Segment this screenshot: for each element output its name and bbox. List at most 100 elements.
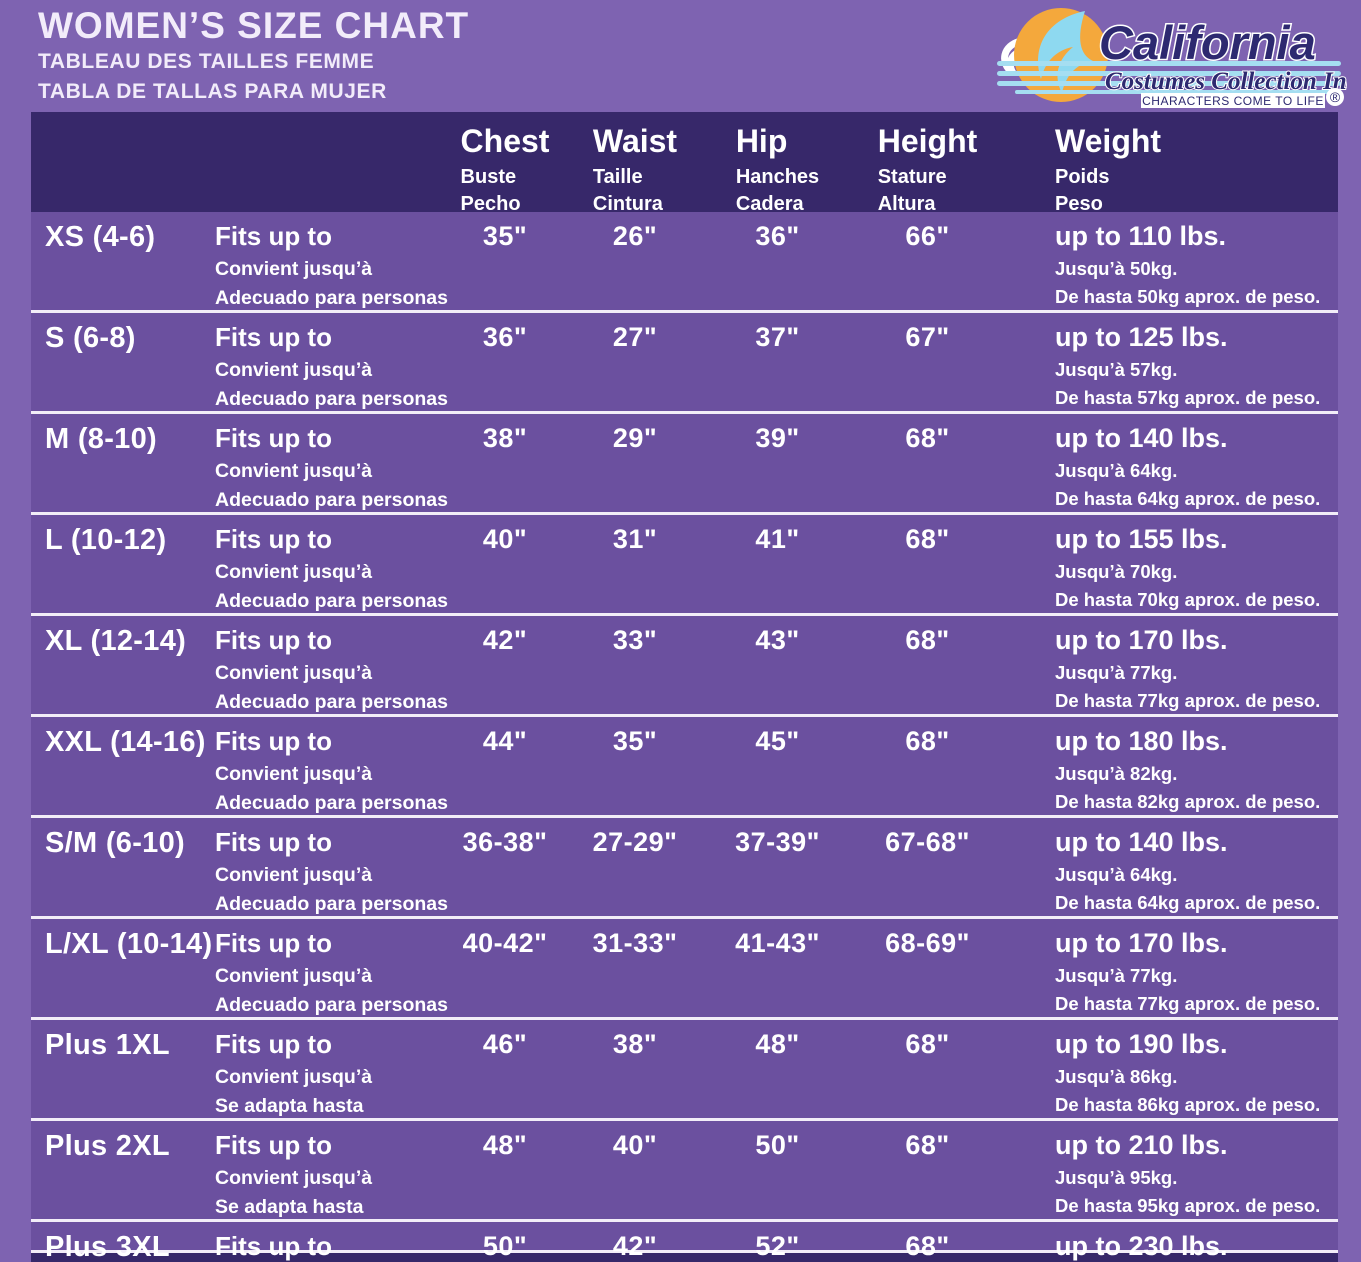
logo-brand: California: [1099, 16, 1316, 69]
waist-value: 26": [612, 221, 658, 251]
page-subtitle-es: TABLA DE TALLAS PARA MUJER: [38, 80, 387, 103]
waist-value: 27-29": [592, 827, 678, 857]
wave-stripe: [997, 71, 1341, 76]
table-row: M (8-10) Fits up to Convient jusqu’à Ade…: [31, 411, 1338, 512]
height-value: 68": [905, 524, 950, 554]
table-bottom-border: [31, 1250, 1338, 1262]
fits-fr: Convient jusqu’à: [215, 1167, 373, 1189]
weight-en: up to 140 lbs.: [1055, 423, 1228, 453]
fits-text: Fits up to Convient jusqu’à Adecuado par…: [215, 221, 448, 310]
height-value: 66": [905, 221, 950, 251]
weight-fr: Jusqu’à 77kg.: [1055, 662, 1178, 683]
waist-value: 42": [612, 1231, 658, 1261]
weight-fr: Jusqu’à 95kg.: [1055, 1167, 1178, 1188]
chest-value: 35": [482, 221, 528, 251]
fits-fr: Convient jusqu’à: [215, 359, 373, 381]
height-value: 68": [905, 1130, 950, 1160]
fits-text: Fits up to Convient jusqu’à Adecuado par…: [215, 322, 448, 411]
hip-value: 41-43": [735, 928, 820, 958]
weight-text: up to 110 lbs. Jusqu’à 50kg. De hasta 50…: [1005, 221, 1338, 310]
weight-es: De hasta 57kg aprox. de peso.: [1055, 387, 1321, 408]
weight-en: up to 125 lbs.: [1055, 322, 1228, 352]
size-label: S/M (6-10): [45, 827, 185, 859]
weight-fr: Jusqu’à 57kg.: [1055, 359, 1178, 380]
size-label: XS (4-6): [45, 221, 156, 253]
chest-value: 42": [482, 625, 528, 655]
fits-fr: Convient jusqu’à: [215, 1066, 373, 1088]
weight-en: up to 180 lbs.: [1055, 726, 1228, 756]
weight-fr: Jusqu’à 77kg.: [1055, 965, 1178, 986]
fits-text: Fits up to Convient jusqu’à Adecuado par…: [215, 827, 448, 916]
weight-en: up to 230 lbs.: [1055, 1231, 1228, 1261]
fits-en: Fits up to: [215, 827, 332, 857]
height-value: 68": [905, 423, 950, 453]
weight-es: De hasta 50kg aprox. de peso.: [1055, 286, 1321, 307]
wave-stripe: [997, 81, 1341, 86]
size-label: XXL (14-16): [45, 726, 206, 758]
page-subtitle-fr: TABLEAU DES TAILLES FEMME: [38, 50, 375, 73]
weight-text: up to 170 lbs. Jusqu’à 77kg. De hasta 77…: [1005, 625, 1338, 714]
fits-en: Fits up to: [215, 221, 332, 251]
hip-value: 36": [755, 221, 800, 251]
weight-fr: Jusqu’à 86kg.: [1055, 1066, 1178, 1087]
weight-en: up to 170 lbs.: [1055, 625, 1228, 655]
table-row: XL (12-14) Fits up to Convient jusqu’à A…: [31, 613, 1338, 714]
chest-value: 36-38": [462, 827, 548, 857]
size-label: L (10-12): [45, 524, 167, 556]
height-value: 68": [905, 726, 950, 756]
weight-en: up to 155 lbs.: [1055, 524, 1228, 554]
page-header: WOMEN’S SIZE CHART TABLEAU DES TAILLES F…: [0, 0, 1361, 112]
table-row: Plus 3XL Fits up to Convient jusqu’à Se …: [31, 1219, 1338, 1262]
weight-en: up to 190 lbs.: [1055, 1029, 1228, 1059]
weight-fr: Jusqu’à 50kg.: [1055, 258, 1178, 279]
waist-value: 33": [612, 625, 658, 655]
fits-text: Fits up to Convient jusqu’à Se adapta ha…: [215, 1029, 445, 1118]
hip-value: 37": [755, 322, 800, 352]
size-label: M (8-10): [45, 423, 157, 455]
fits-en: Fits up to: [215, 625, 332, 655]
weight-text: up to 190 lbs. Jusqu’à 86kg. De hasta 86…: [1005, 1029, 1338, 1118]
page-title: WOMEN’S SIZE CHART: [38, 5, 470, 46]
size-label: Plus 3XL: [45, 1231, 170, 1262]
weight-en: up to 110 lbs.: [1055, 221, 1227, 251]
size-label: L/XL (10-14): [45, 928, 213, 960]
weight-text: up to 140 lbs. Jusqu’à 64kg. De hasta 64…: [1005, 423, 1338, 512]
weight-es: De hasta 86kg aprox. de peso.: [1055, 1094, 1321, 1115]
waist-value: 31-33": [592, 928, 678, 958]
fits-text: Fits up to Convient jusqu’à Adecuado par…: [215, 928, 448, 1017]
table-row: Plus 1XL Fits up to Convient jusqu’à Se …: [31, 1017, 1338, 1118]
waist-value: 31": [612, 524, 658, 554]
fits-fr: Convient jusqu’à: [215, 561, 373, 583]
waist-value: 38": [612, 1029, 658, 1059]
chest-value: 40": [482, 524, 528, 554]
fits-fr: Convient jusqu’à: [215, 864, 373, 886]
weight-es: De hasta 64kg aprox. de peso.: [1055, 488, 1321, 509]
size-label: Plus 2XL: [45, 1130, 170, 1162]
header-height: Height Stature Altura: [877, 123, 978, 216]
size-label: Plus 1XL: [45, 1029, 170, 1061]
hip-value: 48": [755, 1029, 800, 1059]
weight-text: up to 180 lbs. Jusqu’à 82kg. De hasta 82…: [1005, 726, 1338, 815]
fits-text: Fits up to Convient jusqu’à Adecuado par…: [215, 524, 448, 613]
logo-tagline: CHARACTERS COME TO LIFE: [1142, 94, 1324, 108]
table-row: S (6-8) Fits up to Convient jusqu’à Adec…: [31, 310, 1338, 411]
fits-fr: Convient jusqu’à: [215, 460, 373, 482]
weight-es: De hasta 64kg aprox. de peso.: [1055, 892, 1321, 913]
fits-text: Fits up to Convient jusqu’à Se adapta ha…: [215, 1130, 445, 1219]
fits-es: Adecuado para personas: [215, 893, 448, 915]
fits-en: Fits up to: [215, 928, 332, 958]
weight-es: De hasta 77kg aprox. de peso.: [1055, 993, 1321, 1014]
weight-en: up to 170 lbs.: [1055, 928, 1228, 958]
waist-value: 27": [612, 322, 658, 352]
size-table: Chest Buste Pecho Waist Taille Cintura: [31, 112, 1338, 1262]
chest-value: 44": [482, 726, 528, 756]
hip-value: 41": [755, 524, 800, 554]
fits-fr: Convient jusqu’à: [215, 662, 373, 684]
fits-text: Fits up to Convient jusqu’à Adecuado par…: [215, 625, 448, 714]
height-value: 68": [905, 1029, 950, 1059]
fits-es: Se adapta hasta: [215, 1095, 364, 1117]
header-spacer: [31, 124, 445, 219]
hip-value: 39": [755, 423, 800, 453]
hip-value: 37-39": [735, 827, 820, 857]
